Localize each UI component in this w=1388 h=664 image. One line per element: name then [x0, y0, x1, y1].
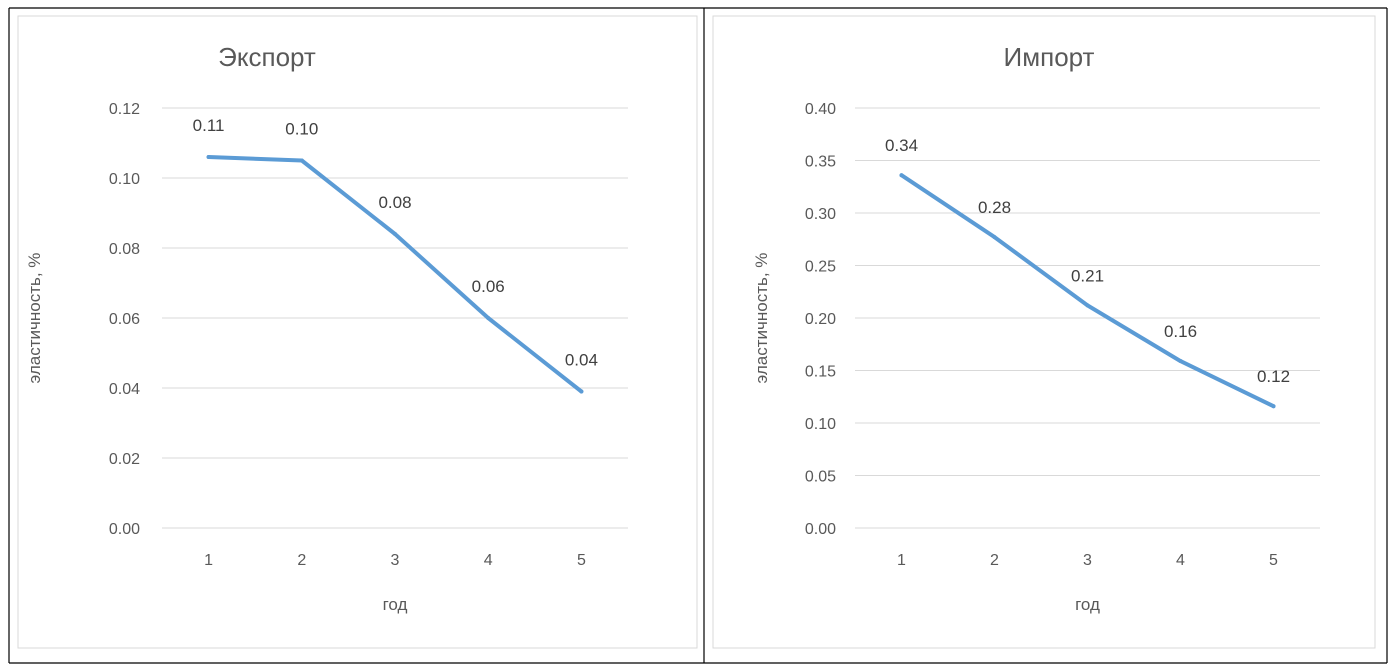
x-tick-label: 1 [204, 552, 213, 569]
data-label: 0.34 [885, 136, 918, 155]
data-label: 0.28 [978, 198, 1011, 217]
y-tick-label: 0.05 [805, 469, 836, 486]
x-axis-label: год [383, 595, 408, 614]
chart-export: Экспорт 0.00 0.02 0.04 0.06 0.08 0.10 0.12 1 2 3 4 5… [25, 42, 628, 614]
y-tick-label: 0.06 [109, 311, 140, 328]
x-axis-label: год [1075, 595, 1100, 614]
data-label: 0.16 [1164, 322, 1197, 341]
chart-import: Импорт 0.00 0.05 0.10 0.15 0.20 0.25 0.30 0.35 0.… [752, 42, 1320, 614]
x-tick-label: 2 [297, 552, 306, 569]
data-point [486, 316, 491, 320]
data-label: 0.10 [285, 120, 318, 139]
data-point [992, 235, 997, 240]
y-tick-label: 0.00 [805, 521, 836, 538]
y-axis-label: эластичность, % [752, 253, 771, 384]
y-tick-label: 0.04 [109, 381, 140, 398]
x-tick-label: 3 [1083, 552, 1092, 569]
y-tick-label: 0.12 [109, 101, 140, 118]
y-axis-label: эластичность, % [25, 253, 44, 384]
y-tick-label: 0.25 [805, 259, 836, 276]
data-point [206, 155, 211, 159]
data-label: 0.04 [565, 351, 598, 370]
chart-frame-export [17, 15, 698, 649]
y-tick-label: 0.10 [109, 171, 140, 188]
y-tick-label: 0.15 [805, 364, 836, 381]
data-point [899, 173, 904, 178]
data-point [1178, 359, 1183, 364]
x-tick-label: 5 [1269, 552, 1278, 569]
y-tick-label: 0.10 [805, 416, 836, 433]
data-point [579, 389, 584, 394]
y-tick-label: 0.00 [109, 521, 140, 538]
x-tick-label: 1 [897, 552, 906, 569]
y-tick-label: 0.02 [109, 451, 140, 468]
data-label: 0.21 [1071, 266, 1104, 285]
x-tick-label: 4 [484, 552, 493, 569]
x-tick-label: 2 [990, 552, 999, 569]
data-label: 0.06 [472, 277, 505, 296]
data-label: 0.12 [1257, 367, 1290, 386]
y-tick-label: 0.35 [805, 154, 836, 171]
y-tick-label: 0.08 [109, 241, 140, 258]
data-label: 0.11 [193, 116, 225, 135]
data-point [299, 158, 304, 163]
y-tick-label: 0.40 [805, 101, 836, 118]
chart-frame-import [712, 15, 1376, 649]
data-point [1271, 404, 1276, 409]
y-tick-label: 0.30 [805, 206, 836, 223]
data-point [393, 232, 397, 236]
data-point [1085, 303, 1090, 308]
x-tick-label: 4 [1176, 552, 1185, 569]
chart-title: Экспорт [218, 42, 316, 72]
x-tick-label: 3 [391, 552, 400, 569]
y-tick-label: 0.20 [805, 311, 836, 328]
x-tick-label: 5 [577, 552, 586, 569]
chart-title: Импорт [1004, 42, 1095, 72]
data-label: 0.08 [378, 193, 411, 212]
